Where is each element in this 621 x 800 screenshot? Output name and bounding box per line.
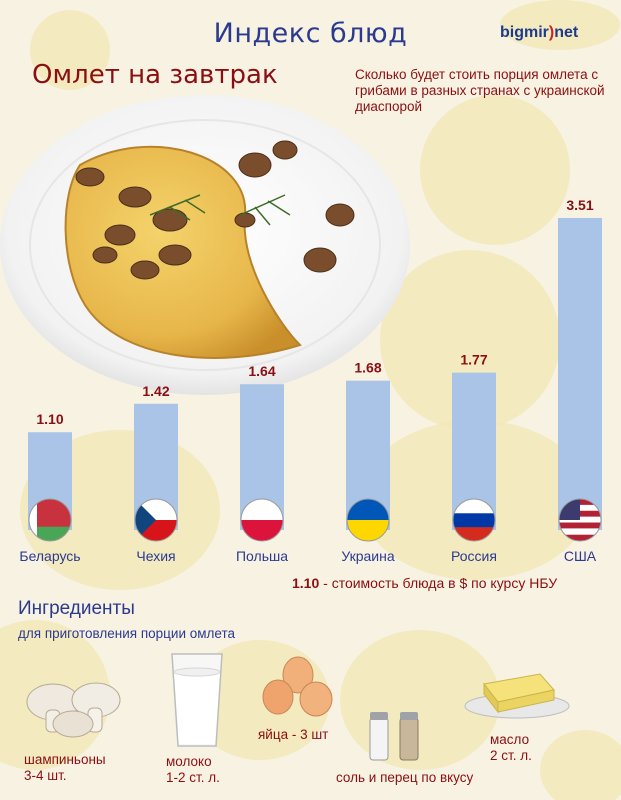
poland-flag-icon <box>240 498 284 542</box>
value-label: 1.64 <box>248 363 275 379</box>
value-label: 1.42 <box>142 383 169 399</box>
bigmir-logo[interactable]: bigmir)net <box>500 24 578 42</box>
ingredients-subtitle: для приготовления порции омлета <box>18 626 236 641</box>
ingredient-amount: 2 ст. л. <box>490 748 532 763</box>
mushrooms-icon <box>26 682 121 738</box>
sun-decoration <box>30 10 110 90</box>
value-label: 1.10 <box>36 411 63 427</box>
butter-icon <box>464 673 570 719</box>
category-label: Беларусь <box>19 548 80 564</box>
belarus-flag-icon <box>28 498 72 542</box>
sun-decoration <box>540 730 621 800</box>
ingredients-title: Ингредиенты <box>18 598 135 619</box>
ingredient-name: масло <box>490 732 530 747</box>
dish-subtitle: Сколько будет стоить порция омлета с гри… <box>355 67 605 114</box>
bars-group <box>28 218 602 530</box>
category-label: Польша <box>236 548 288 564</box>
ingredient-name: молоко <box>166 754 212 769</box>
category-label: Чехия <box>136 548 175 564</box>
logo-main: bigmir <box>500 24 549 41</box>
usa-flag-icon <box>558 498 602 542</box>
ukraine-flag-icon <box>346 498 390 542</box>
category-label: Украина <box>341 548 395 564</box>
ingredient-name: шампиньоны <box>24 752 106 767</box>
logo-tld: net <box>554 24 579 41</box>
price-bar-chart: 1.10 1.42 1.64 1.68 1.77 3.51 Беларусь Чехия По… <box>19 197 602 564</box>
eggs-icon <box>262 656 333 717</box>
value-labels-group: 1.10 1.42 1.64 1.68 1.77 3.51 <box>36 197 593 427</box>
category-label: США <box>564 548 597 564</box>
value-label: 3.51 <box>566 197 593 213</box>
ingredient-name: яйца - 3 шт <box>258 727 329 742</box>
legend-note: 1.10 - стоимость блюда в $ по курсу НБУ <box>292 575 557 591</box>
ingredient-eggs: яйца - 3 шт <box>258 727 328 743</box>
ingredient-amount: 3-4 шт. <box>24 768 67 783</box>
ingredient-name: соль и перец по вкусу <box>336 770 474 785</box>
bar-США <box>558 218 602 530</box>
salt-pepper-icon <box>369 712 419 761</box>
dish-title: Омлет на завтрак <box>32 60 278 90</box>
sun-decoration <box>500 0 620 50</box>
ingredient-milk: молоко 1-2 ст. л. <box>166 754 220 786</box>
ingredient-amount: 1-2 ст. л. <box>166 770 220 785</box>
russia-flag-icon <box>452 498 496 542</box>
milk-glass-icon <box>171 653 223 747</box>
legend-text: - стоимость блюда в $ по курсу НБУ <box>319 575 558 591</box>
flags-group <box>28 498 602 542</box>
logo-separator: ) <box>548 24 555 41</box>
page-title: Индекс блюд <box>213 18 408 49</box>
legend-value: 1.10 <box>292 575 320 591</box>
value-label: 1.68 <box>354 360 381 376</box>
ingredient-mushrooms: шампиньоны 3-4 шт. <box>24 752 106 784</box>
value-label: 1.77 <box>460 352 487 368</box>
czech-flag-icon <box>134 498 178 542</box>
omelette-plate-image <box>0 95 410 395</box>
sun-decoration <box>420 95 570 245</box>
category-label: Россия <box>451 548 497 564</box>
ingredient-butter: масло 2 ст. л. <box>490 732 532 764</box>
ingredient-salt-pepper: соль и перец по вкусу <box>336 770 473 786</box>
category-labels-group: Беларусь Чехия Польша Украина Россия США <box>19 548 596 564</box>
